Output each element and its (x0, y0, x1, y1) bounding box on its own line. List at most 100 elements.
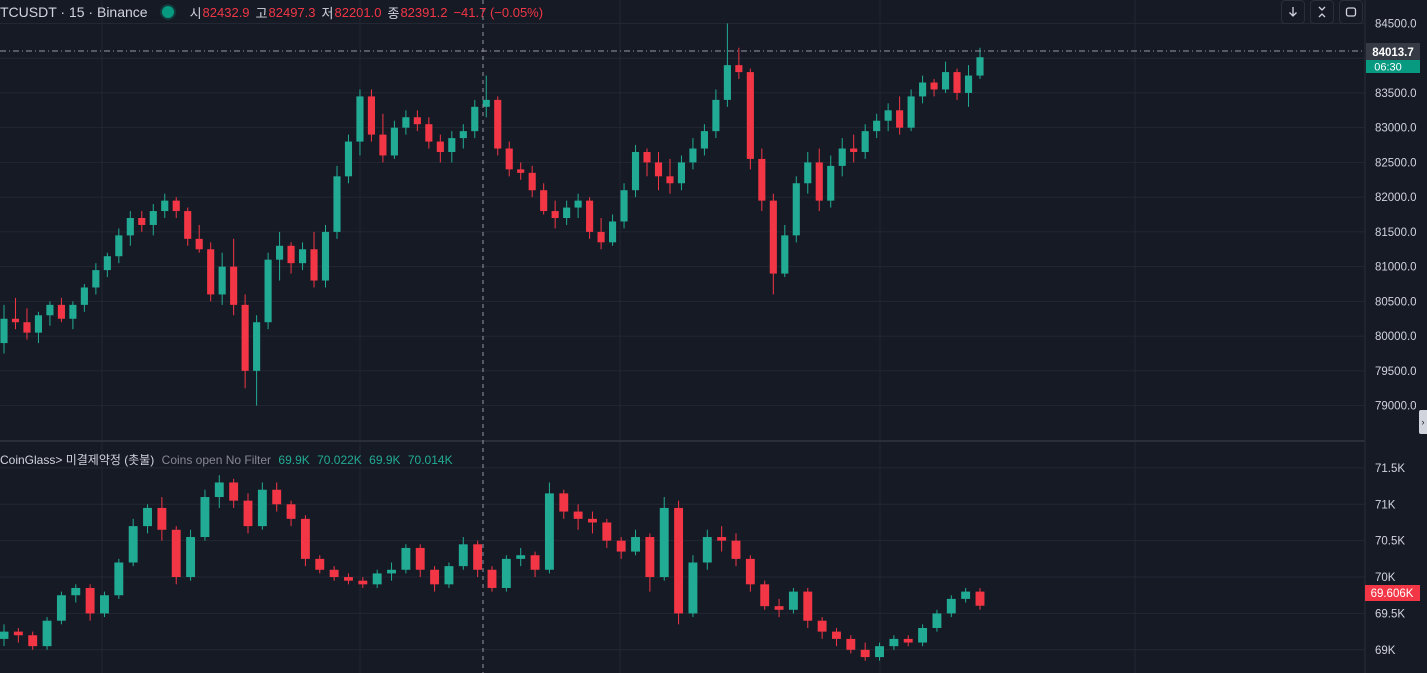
candle-body (769, 200, 777, 274)
market-open-dot-icon[interactable] (161, 6, 174, 18)
countdown-label: 06:30 (1366, 60, 1420, 74)
candle-body (92, 270, 100, 288)
candle-body (298, 249, 307, 264)
symbol-title[interactable]: TCUSDT · 15 · Binance (0, 4, 148, 20)
high-label: 고 (255, 5, 268, 21)
candle-body (494, 99, 502, 149)
candle-body (731, 540, 741, 559)
candle-body (321, 231, 330, 281)
collapse-arrows-icon (1318, 6, 1326, 18)
candle-body (372, 573, 382, 585)
axis-tick-label: 82500.0 (1375, 157, 1417, 169)
candle-body (13, 631, 23, 636)
candle-body (602, 522, 612, 541)
chevron-right-icon: › (1421, 417, 1425, 427)
arrow-down-button[interactable] (1281, 0, 1305, 24)
close-value: 82391.2 (400, 4, 448, 20)
candle-body (207, 249, 215, 295)
candle-body (961, 591, 971, 599)
price-candles (0, 23, 984, 406)
candle-body (143, 507, 152, 527)
price-axis[interactable]: 84500.084000.083500.083000.082500.082000… (1375, 18, 1417, 412)
candle-body (620, 190, 628, 222)
candle-body (186, 537, 196, 578)
fullscreen-button[interactable] (1339, 0, 1363, 24)
candle-body (149, 211, 157, 225)
low-label: 저 (321, 5, 334, 21)
candle-body (723, 65, 731, 100)
candle-body (964, 75, 973, 93)
candle-body (654, 162, 663, 177)
candle-body (516, 555, 526, 559)
candle-body (114, 562, 124, 596)
candle-body (530, 555, 540, 570)
candle-body (0, 631, 9, 639)
candle-body (487, 569, 497, 588)
candle-body (609, 221, 617, 243)
candle-body (387, 569, 396, 574)
candle-body (367, 96, 375, 135)
candle-body (551, 211, 559, 218)
candle-body (907, 96, 915, 128)
indicator-last-value-label: 69.606K (1365, 585, 1420, 601)
axis-tick-label: 71K (1375, 499, 1396, 511)
axis-tick-label: 81000.0 (1375, 262, 1417, 274)
candle-body (746, 72, 754, 159)
candle-body (832, 631, 841, 639)
axis-tick-label: 70K (1375, 572, 1396, 584)
candle-body (884, 110, 892, 121)
candle-body (930, 82, 938, 90)
candle-body (257, 489, 267, 527)
candle-body (946, 598, 956, 614)
candle-body (23, 322, 31, 333)
candle-body (702, 537, 712, 563)
indicator-name[interactable]: CoinGlass> 미결제약정 (촛불) (0, 453, 155, 467)
candle-body (896, 110, 904, 128)
candle-body (100, 595, 109, 614)
candle-body (643, 151, 651, 163)
axis-tick-label: 84500.0 (1375, 18, 1417, 30)
candle-body (310, 249, 318, 281)
candle-body (28, 635, 38, 647)
candle-body (115, 235, 123, 257)
candle-body (544, 493, 554, 570)
candle-body (717, 537, 727, 541)
candle-body (540, 190, 548, 212)
candle-body (700, 131, 708, 149)
candle-body (689, 148, 697, 163)
collapse-button[interactable] (1310, 0, 1334, 24)
high-value: 82497.3 (268, 4, 316, 20)
candle-body (792, 183, 800, 236)
candle-body (287, 245, 295, 264)
candle-body (501, 558, 511, 588)
candle-body (941, 72, 950, 90)
candle-body (838, 148, 846, 166)
candle-body (817, 620, 827, 632)
candle-body (214, 482, 224, 498)
close-label: 종 (387, 5, 400, 21)
candle-body (712, 99, 720, 132)
candle-body (745, 558, 755, 585)
crosshair-price-label: 84013.7 (1366, 43, 1420, 60)
candle-body (448, 138, 456, 152)
axis-tick-label: 80500.0 (1375, 296, 1417, 308)
candle-body (827, 165, 835, 201)
candle-body (444, 566, 454, 585)
candle-body (688, 562, 698, 614)
candle-body (57, 304, 65, 319)
axis-tick-label: 79500.0 (1375, 366, 1417, 378)
candle-body (0, 318, 8, 344)
indicator-axis[interactable]: 71.5K 71K 70.5K 70K 69.5K 69K (1375, 463, 1405, 657)
low-value: 82201.0 (334, 4, 382, 20)
axis-tick-label: 69K (1375, 645, 1396, 657)
candle-body (358, 580, 368, 585)
candle-body (559, 493, 569, 512)
candle-body (586, 200, 594, 232)
candle-body (390, 127, 398, 156)
candle-body (804, 162, 812, 184)
side-panel-toggle[interactable]: › (1419, 410, 1427, 434)
open-value: 82432.9 (202, 4, 250, 20)
svg-text:69.606K: 69.606K (1371, 588, 1414, 600)
candle-body (574, 200, 582, 208)
